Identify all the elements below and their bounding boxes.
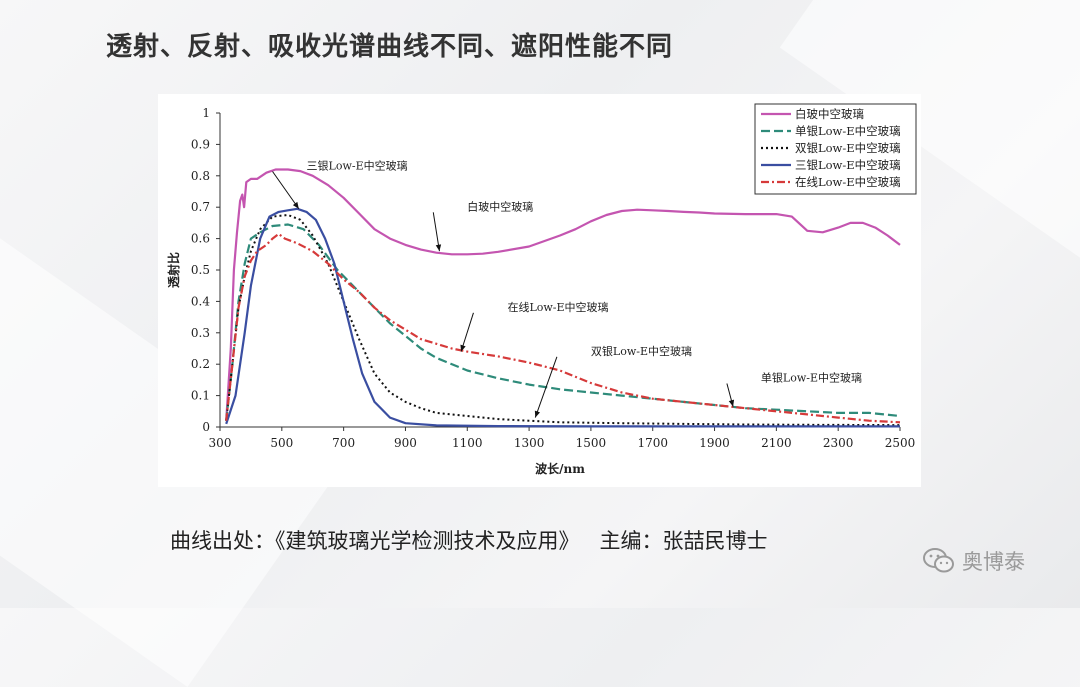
annotation-leader-line xyxy=(432,212,440,252)
annotation-arrowhead xyxy=(460,344,466,352)
legend-label-3: 双银Low-E中空玻璃 xyxy=(795,141,901,155)
annotation-label: 单银Low-E中空玻璃 xyxy=(761,370,862,384)
y-tick-label: 0.9 xyxy=(191,137,210,151)
wechat-icon xyxy=(923,548,954,573)
annotation-arrowhead xyxy=(534,410,541,418)
legend-label-4: 三银Low-E中空玻璃 xyxy=(795,158,901,172)
x-tick-label: 900 xyxy=(394,436,417,450)
legend-label-2: 单银Low-E中空玻璃 xyxy=(795,124,901,138)
series-line-1 xyxy=(225,168,901,421)
x-tick-label: 500 xyxy=(270,436,293,450)
x-tick-label: 1300 xyxy=(514,436,545,450)
source-citation: 曲线出处：《建筑玻璃光学检测技术及应用》 主编：张喆民博士 xyxy=(170,525,768,555)
annotation-label: 三银Low-E中空玻璃 xyxy=(307,159,408,173)
x-tick-label: 2300 xyxy=(823,436,854,450)
transmittance-chart: 300 500 700 900 1100 1300 1500 1700 1900 2100 2300… xyxy=(166,103,917,476)
source-book: 《建筑玻璃光学检测技术及应用》 xyxy=(275,529,580,553)
x-tick-label: 700 xyxy=(332,436,355,450)
annotation-leader-line xyxy=(460,312,474,352)
source-label: 曲线出处： xyxy=(170,529,275,553)
y-tick-label: 0.7 xyxy=(191,200,210,214)
series-line-2 xyxy=(225,223,901,421)
annotation-label: 双银Low-E中空玻璃 xyxy=(591,344,692,358)
watermark: 奥博泰 xyxy=(922,546,1025,576)
chart-panel: 300 500 700 900 1100 1300 1500 1700 1900 2100 2300… xyxy=(158,94,921,487)
x-tick-label: 2500 xyxy=(885,436,916,450)
x-tick-label: 1100 xyxy=(452,436,483,450)
x-tick-label: 1700 xyxy=(637,436,668,450)
x-axis-title: 波长/nm xyxy=(535,461,585,476)
series-line-4 xyxy=(225,207,900,428)
annotation-arrowhead xyxy=(292,201,299,209)
y-tick-label: 0.1 xyxy=(191,389,210,403)
annotation-leader-line xyxy=(534,356,558,418)
y-tick-label: 0.6 xyxy=(191,232,210,246)
legend-label-5: 在线Low-E中空玻璃 xyxy=(795,175,901,189)
x-tick-label: 300 xyxy=(209,436,232,450)
annotation-arrowhead xyxy=(435,244,442,252)
annotation-label: 在线Low-E中空玻璃 xyxy=(507,300,608,314)
legend-label-1: 白玻中空玻璃 xyxy=(795,107,864,121)
x-tick-label: 1900 xyxy=(699,436,730,450)
y-tick-label: 0.4 xyxy=(191,294,210,308)
y-tick-label: 0.2 xyxy=(191,357,210,371)
annotation-label: 白玻中空玻璃 xyxy=(467,199,533,213)
y-tick-label: 0.5 xyxy=(191,263,210,277)
series-line-5 xyxy=(225,232,901,424)
x-tick-label: 2100 xyxy=(761,436,792,450)
y-axis-title: 透射比 xyxy=(166,252,181,288)
y-tick-label: 0.8 xyxy=(191,169,210,183)
annotation-arrowhead xyxy=(728,399,735,407)
watermark-text: 奥博泰 xyxy=(962,550,1025,574)
x-tick-label: 1500 xyxy=(576,436,607,450)
annotation-leader-line xyxy=(272,171,300,210)
slide-title: 透射、反射、吸收光谱曲线不同、遮阳性能不同 xyxy=(106,32,674,62)
source-editor: 主编：张喆民博士 xyxy=(599,529,768,553)
y-tick-label: 0.3 xyxy=(191,326,210,340)
y-tick-label: 0 xyxy=(202,420,210,434)
y-tick-label: 1 xyxy=(202,106,210,120)
